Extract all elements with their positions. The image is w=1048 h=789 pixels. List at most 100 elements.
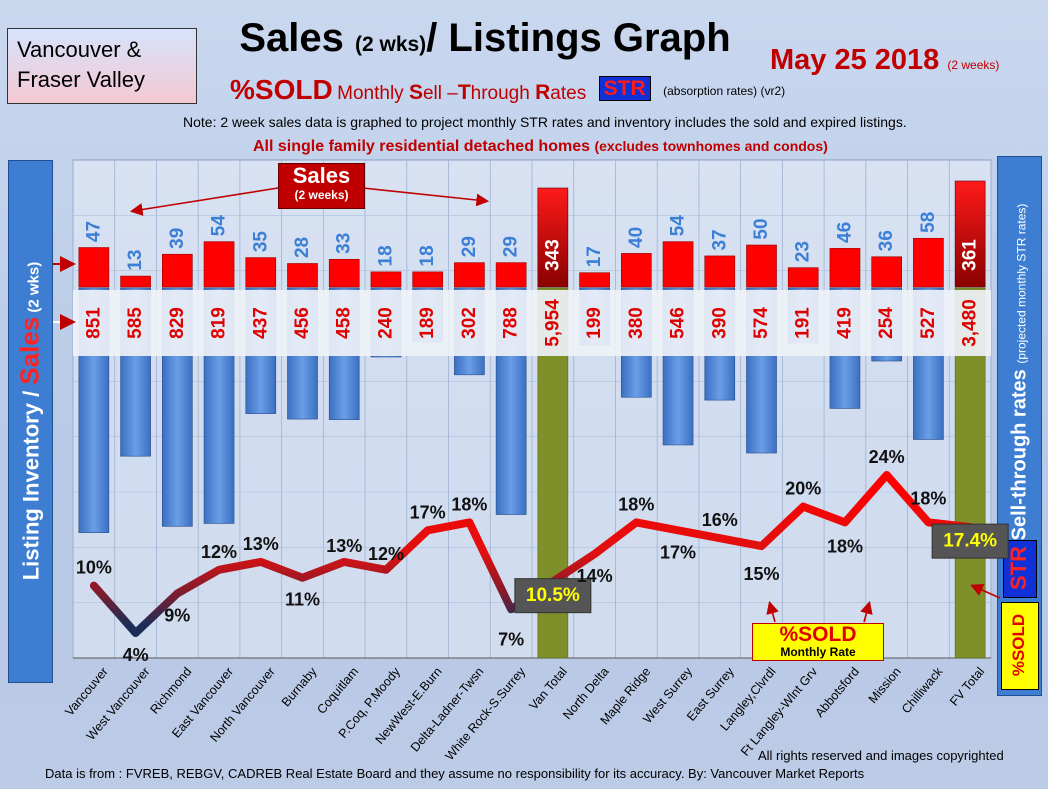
sold-label: %SOLD [230, 74, 333, 105]
sales-bar [495, 262, 527, 288]
x-tick-label: Chilliwack [899, 664, 946, 716]
x-tick-label: Van Total [526, 665, 569, 713]
str-badge: STR [598, 76, 651, 101]
x-tick-label: Delta-Ladner-Twsn [408, 665, 487, 755]
inventory-label: 527 [918, 307, 939, 339]
sales-value-labels: 47 13 39 54 35 28 33 18 18 29 29 343 17 40 54 37 50 23 46 3… [83, 212, 980, 271]
sales-bar [203, 241, 235, 288]
sold-arrow-left [766, 600, 779, 623]
str-label: 7% [498, 629, 524, 649]
sales-callout-title: Sales [292, 163, 351, 188]
date-note: (2 weeks) [947, 58, 1000, 72]
inventory-label: 819 [209, 307, 230, 339]
sales-bar [454, 262, 485, 288]
sales-bar [746, 244, 777, 288]
sold-monthly-subtitle: Monthly Rate [780, 645, 856, 659]
x-tick-label: FV Total [947, 665, 987, 709]
str-label: 20% [785, 479, 821, 499]
sales-label: 33 [334, 233, 355, 254]
sales-bars [78, 180, 986, 288]
str-label: 18% [827, 536, 863, 556]
str-label: 14% [577, 566, 613, 586]
sales-bar [829, 248, 861, 288]
sales-arrow-right [362, 187, 490, 207]
sales-arrow-left [129, 187, 279, 216]
sales-label: 35 [250, 231, 271, 253]
inventory-label: 788 [501, 307, 522, 339]
sales-callout-subtitle: (2 weeks) [294, 188, 349, 202]
scope-small: (excludes townhomes and condos) [594, 138, 828, 154]
x-tick-label: Ft Langley-Wlnt Grv [738, 664, 821, 759]
str-label: 4% [123, 645, 149, 665]
inventory-label-strip: 851 585 829 819 437 456 458 240 189 302 788 5,954 19… [73, 290, 991, 356]
str-long-mid2: hrough [470, 83, 536, 104]
sales-label: 13 [125, 250, 146, 271]
sales-label: 23 [793, 241, 814, 262]
sales-bar [871, 256, 903, 288]
sales-label: 46 [834, 222, 855, 243]
sales-label: 50 [751, 218, 772, 239]
left-axis-bar [8, 160, 53, 683]
inventory-label: 5,954 [542, 299, 563, 347]
sales-bar [662, 241, 694, 288]
str-label: 17.4% [943, 531, 997, 552]
chart-title: Sales (2 wks)/ Listings Graph [200, 16, 770, 61]
str-long-s: S [408, 81, 423, 104]
str-long-end: ates [550, 83, 587, 104]
inventory-label: 189 [417, 307, 438, 339]
sales-label: 28 [292, 237, 313, 258]
str-value-labels: 10%4%9%12% 13%11%13% 12%17% 18%7%10.5%14%18… [76, 447, 1009, 665]
str-label: 11% [285, 590, 320, 610]
scope-text: All single family residential detached h… [253, 138, 828, 156]
sales-label: 47 [83, 221, 104, 242]
sales-label: 54 [209, 215, 230, 237]
region-line-1: Vancouver & [17, 37, 142, 62]
sales-bar [704, 255, 736, 288]
inventory-label: 456 [292, 307, 313, 339]
str-label: 18% [451, 494, 487, 514]
str-label: 18% [910, 488, 946, 508]
inventory-label: 199 [584, 307, 605, 339]
sales-label: 343 [542, 239, 563, 271]
str-label: 12% [368, 544, 404, 564]
inventory-label: 302 [459, 307, 480, 339]
scope-main: All single family residential detached h… [253, 138, 595, 155]
inventory-label: 191 [793, 307, 814, 339]
str-label: 9% [164, 606, 190, 626]
sales-label: 58 [918, 212, 939, 233]
source-text: Data is from : FVREB, REBGV, CADREB Real… [45, 766, 865, 781]
sales-bar [370, 271, 402, 288]
inventory-label: 458 [334, 307, 355, 339]
sales-label: 37 [709, 229, 730, 250]
sold-arrow-right [860, 600, 873, 623]
subtitle-line: %SOLD Monthly Sell –Through Rates STR (a… [230, 74, 785, 106]
title-small: (2 wks) [354, 33, 427, 56]
str-long-mid1: ell – [422, 83, 458, 104]
total-sales-bar [954, 180, 986, 288]
str-label: 13% [326, 536, 362, 556]
sales-bar [78, 247, 110, 288]
sold-monthly-title: %SOLD [779, 623, 857, 646]
inventory-label: 574 [751, 307, 772, 339]
inventory-label: 585 [125, 307, 146, 339]
sold-side-arrow [970, 584, 1001, 599]
str-label: 18% [618, 494, 654, 514]
inventory-label: 829 [167, 307, 188, 339]
inventory-label: 3,480 [960, 299, 981, 347]
title-main: Sales [239, 16, 355, 60]
sales-label: 39 [167, 228, 188, 249]
inventory-label: 254 [876, 307, 897, 339]
sales-label: 40 [626, 227, 647, 248]
sales-bar [913, 237, 944, 288]
total-sales-bar [537, 187, 569, 288]
sales-label: 18 [375, 245, 396, 266]
sales-label: 29 [501, 236, 522, 257]
sales-bar [120, 275, 151, 288]
str-label: 15% [743, 564, 779, 584]
inventory-label: 390 [709, 307, 730, 339]
str-long-t: T [457, 81, 471, 104]
str-label: 10.5% [526, 585, 580, 606]
str-long-label: Monthly Sell –Through Rates [337, 81, 587, 104]
inventory-label: 240 [375, 307, 396, 339]
